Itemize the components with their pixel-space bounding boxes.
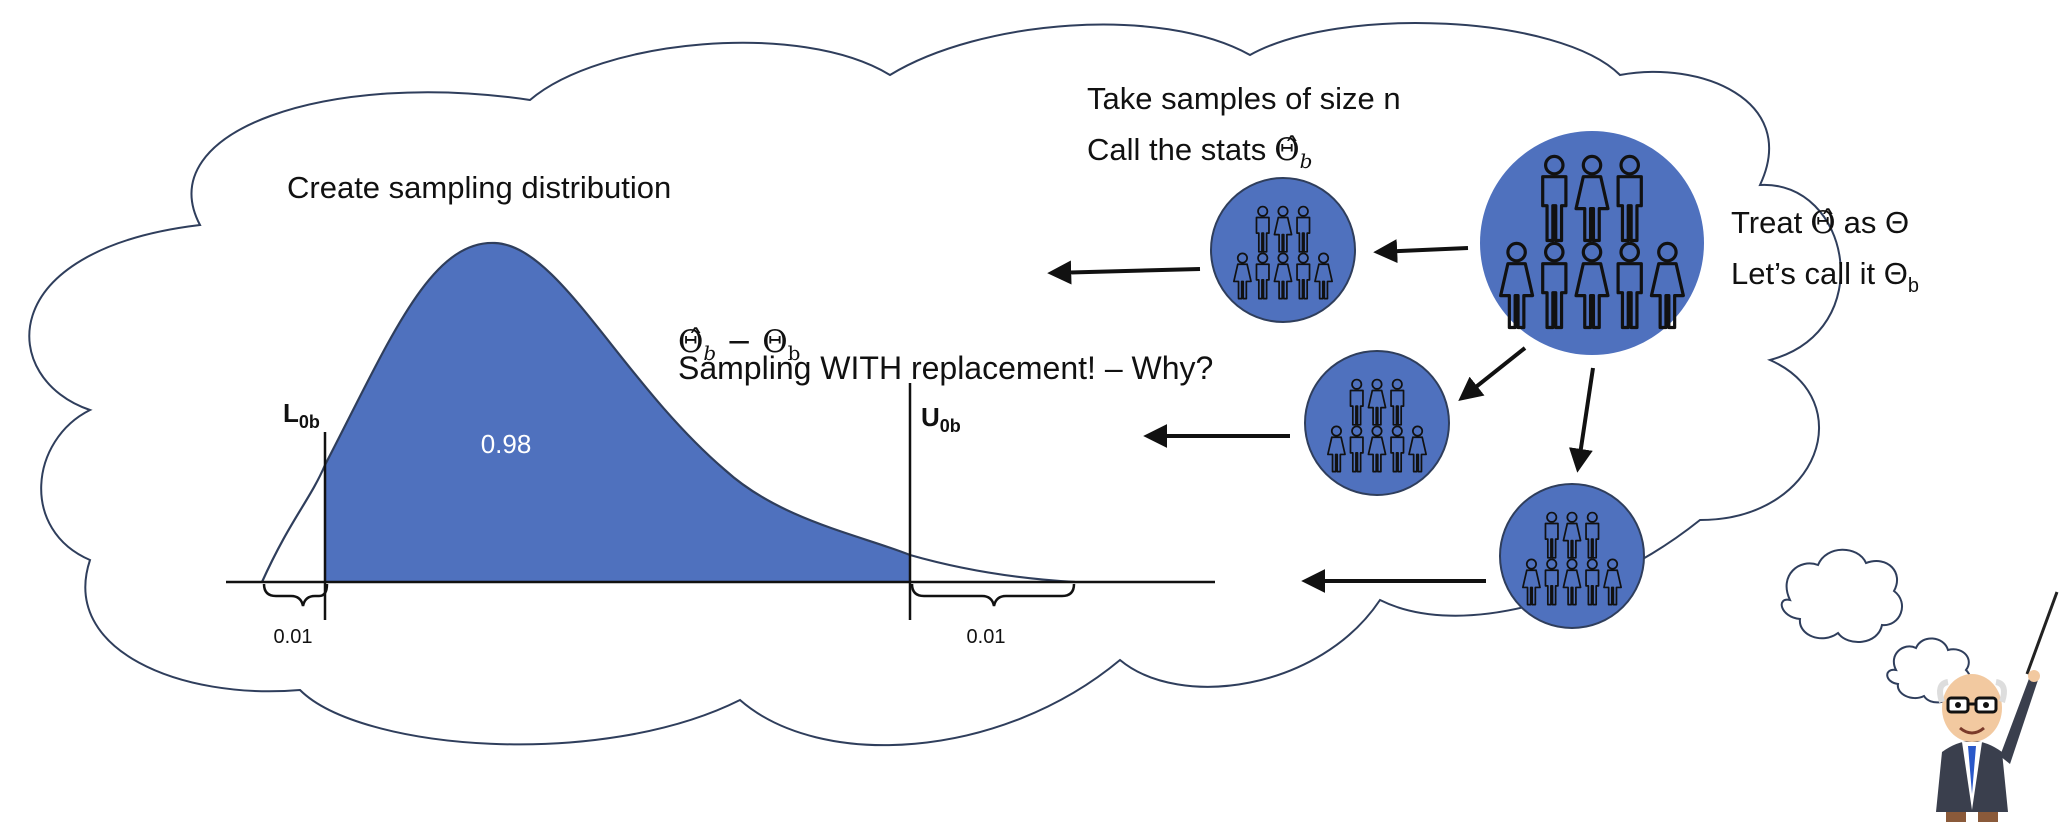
thought-bubble-medium	[1780, 548, 1903, 644]
arrow-population-to-sample3	[1568, 367, 1595, 473]
right-tail-probability: 0.01	[967, 626, 1006, 648]
sample-circle-3	[1499, 483, 1645, 629]
left-tail-probability: 0.01	[274, 626, 313, 648]
arrow-sample1-to-distribution	[1047, 260, 1201, 285]
right-tail-brace	[910, 583, 1076, 607]
sampling-distribution: 0.98 0.01 0.01 L0b U0b	[226, 241, 1215, 648]
left-tail-brace	[262, 583, 329, 607]
arrow-population-to-sample2	[1458, 346, 1527, 401]
population-circle	[1480, 131, 1704, 355]
sample-circle-2	[1304, 350, 1450, 496]
treat-caption-line1: Treat Θ̂ as Θ	[1731, 205, 1909, 241]
central-area	[325, 242, 910, 583]
samples-caption-line2: Call the stats Θ̂b	[1087, 132, 1312, 173]
arrow-population-to-sample1	[1373, 239, 1469, 264]
sampling-distribution-title: Create sampling distribution	[287, 170, 671, 205]
professor-icon	[1936, 591, 2059, 822]
replacement-note: Sampling WITH replacement! – Why?	[678, 350, 1213, 386]
lower-bound-label: L0b	[283, 398, 320, 432]
center-probability: 0.98	[481, 429, 532, 459]
treat-caption-line2: Let’s call it Θb	[1731, 256, 1919, 297]
sample-circle-1	[1210, 177, 1356, 323]
samples-caption-line1: Take samples of size n	[1087, 81, 1401, 116]
upper-bound-label: U0b	[921, 402, 961, 436]
difference-expression: Θ̂b − Θb	[678, 324, 800, 365]
